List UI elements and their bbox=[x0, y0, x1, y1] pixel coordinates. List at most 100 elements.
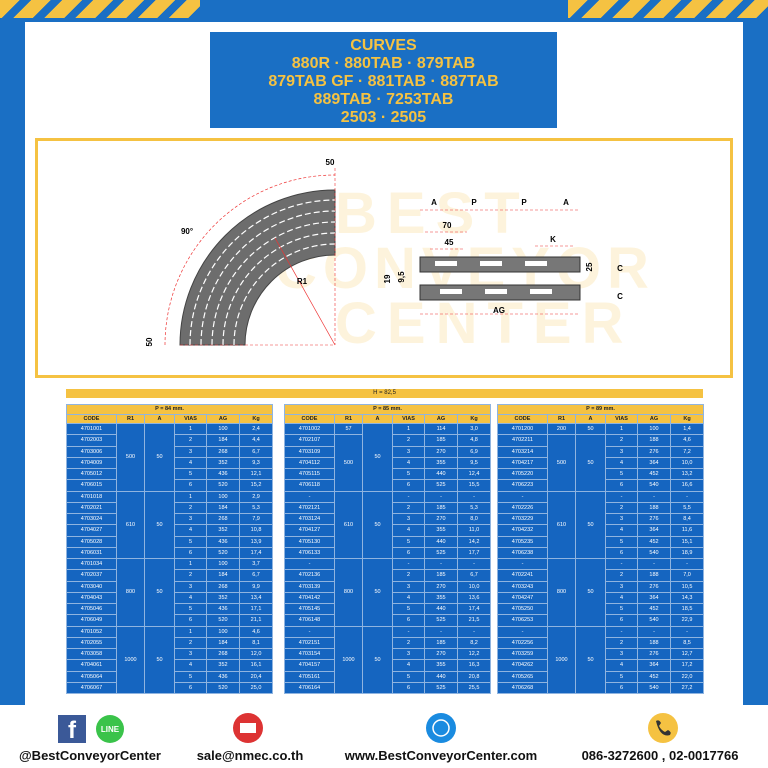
data-row: 4705235 5 452 15,1 bbox=[497, 535, 705, 548]
column-header: VIAS bbox=[174, 413, 207, 424]
a-cell: 50 bbox=[362, 558, 393, 627]
vias-cell: 2 bbox=[392, 569, 425, 582]
data-row: -1000 50- - - bbox=[284, 625, 492, 694]
vias-cell: 3 bbox=[392, 445, 425, 458]
kg-cell: 13,4 bbox=[238, 591, 274, 605]
ag-cell: 525 bbox=[424, 681, 458, 695]
kg-cell: 2,4 bbox=[238, 422, 274, 436]
a-cell: 50 bbox=[362, 423, 393, 492]
vias-cell: 3 bbox=[174, 580, 207, 593]
dim-label: 45 bbox=[445, 238, 454, 247]
ag-cell: 188 bbox=[637, 636, 671, 650]
ag-cell: 440 bbox=[424, 602, 458, 616]
kg-cell: 12,4 bbox=[456, 467, 492, 481]
code-cell: 4702055 bbox=[66, 636, 117, 650]
r1-cell: 1000 bbox=[547, 625, 576, 694]
chain-slots bbox=[435, 261, 552, 294]
ag-cell: 364 bbox=[637, 659, 671, 672]
phone-glyph bbox=[656, 720, 671, 736]
dim-label: P bbox=[471, 198, 477, 207]
code-cell: 4704157 bbox=[284, 659, 335, 672]
r1-cell: 1000 bbox=[334, 625, 363, 694]
vias-cell: 6 bbox=[392, 479, 425, 492]
vias-cell: 6 bbox=[392, 681, 425, 695]
kg-cell: 12,0 bbox=[238, 647, 274, 661]
curve-stripes bbox=[189, 199, 336, 346]
data-row: 4702211 500 50 2 188 4,6 bbox=[497, 434, 705, 492]
kg-cell: 13,2 bbox=[669, 467, 705, 481]
code-cell: 4705235 bbox=[497, 535, 548, 548]
title-line: 880R · 880TAB · 879TAB bbox=[291, 55, 476, 72]
column-header: CODE bbox=[66, 413, 117, 424]
code-cell: 4705220 bbox=[497, 467, 548, 481]
kg-cell: 20,4 bbox=[238, 670, 274, 683]
vias-cell: 3 bbox=[392, 512, 425, 526]
code-cell: 4701034 bbox=[66, 557, 117, 571]
footer-icons: f LINE bbox=[58, 713, 678, 744]
radius-line bbox=[274, 237, 336, 346]
data-row: 4705046 5 436 17,1 bbox=[66, 602, 274, 616]
code-cell: 4703243 bbox=[497, 580, 548, 593]
vias-cell: - bbox=[605, 557, 638, 571]
ag-cell: 188 bbox=[637, 434, 671, 447]
kg-cell: 17,1 bbox=[238, 602, 274, 616]
vias-cell: 6 bbox=[392, 546, 425, 560]
data-row: 4705130 5 440 14,2 bbox=[284, 535, 492, 548]
vias-cell: 6 bbox=[605, 614, 638, 627]
r1-cell: 200 bbox=[547, 422, 576, 436]
r1-cell: 800 bbox=[116, 558, 145, 627]
code-cell: 4702226 bbox=[497, 501, 548, 515]
code-cell: 4701002 bbox=[284, 422, 335, 436]
title: CURVES bbox=[350, 37, 417, 54]
column-header: A bbox=[362, 413, 393, 424]
vias-cell: 3 bbox=[605, 647, 638, 661]
kg-cell: 8,0 bbox=[456, 512, 492, 526]
kg-cell: 10,5 bbox=[669, 580, 705, 593]
vias-cell: - bbox=[392, 625, 425, 638]
chain-dims bbox=[420, 209, 580, 315]
kg-cell: 15,2 bbox=[238, 479, 274, 492]
stripe bbox=[568, 0, 768, 18]
data-row: 4704112 4 355 9,5 bbox=[284, 456, 492, 470]
ag-cell: 114 bbox=[424, 422, 458, 436]
kg-cell: 6,7 bbox=[238, 569, 274, 582]
code-cell: 4705161 bbox=[284, 670, 335, 683]
pitch-row: P = 89 mm. bbox=[496, 404, 705, 415]
column-header-row: CODE R1 A VIAS AG Kg bbox=[497, 413, 705, 424]
kg-cell: 13,9 bbox=[238, 535, 274, 548]
kg-cell: 5,5 bbox=[669, 501, 705, 515]
kg-cell: 10,0 bbox=[456, 580, 492, 593]
vias-cell: 5 bbox=[605, 535, 638, 548]
vias-cell: 3 bbox=[174, 512, 207, 526]
ag-cell: 276 bbox=[637, 647, 671, 661]
phone: 086-3272600 , 02-0017766 bbox=[581, 748, 739, 763]
data-row: 4705265 5 452 22,0 bbox=[497, 670, 705, 683]
code-cell: 4702003 bbox=[66, 434, 117, 447]
data-row: 4702136 2 185 6,7 bbox=[284, 569, 492, 582]
kg-cell: 3,0 bbox=[456, 422, 492, 436]
vias-cell: 5 bbox=[605, 467, 638, 481]
ag-cell: 268 bbox=[206, 512, 240, 526]
code-cell: 4705145 bbox=[284, 602, 335, 616]
ag-cell: 276 bbox=[637, 445, 671, 458]
code-cell: 4706238 bbox=[497, 546, 548, 560]
ag-cell: 440 bbox=[424, 467, 458, 481]
r1-cell: 610 bbox=[334, 490, 363, 559]
code-cell: 4706148 bbox=[284, 614, 335, 627]
dim-label: 70 bbox=[443, 221, 452, 230]
r1-cell: 1000 bbox=[116, 625, 145, 694]
kg-cell: 8,2 bbox=[456, 636, 492, 650]
ag-cell: 520 bbox=[206, 546, 240, 560]
vias-cell: 5 bbox=[392, 535, 425, 548]
kg-cell: 22,9 bbox=[669, 614, 705, 627]
column-header-row: CODE R1 A VIAS AG Kg bbox=[284, 413, 492, 424]
kg-cell: 4,6 bbox=[238, 625, 274, 638]
code-cell: 4703214 bbox=[497, 445, 548, 458]
code-cell: 4702107 bbox=[284, 434, 335, 447]
code-cell: 4704112 bbox=[284, 456, 335, 470]
code-cell: 4705265 bbox=[497, 670, 548, 683]
ag-cell: 525 bbox=[424, 614, 458, 627]
vias-cell: 2 bbox=[392, 501, 425, 515]
ag-cell: 540 bbox=[637, 614, 671, 627]
ag-cell: 188 bbox=[637, 569, 671, 582]
